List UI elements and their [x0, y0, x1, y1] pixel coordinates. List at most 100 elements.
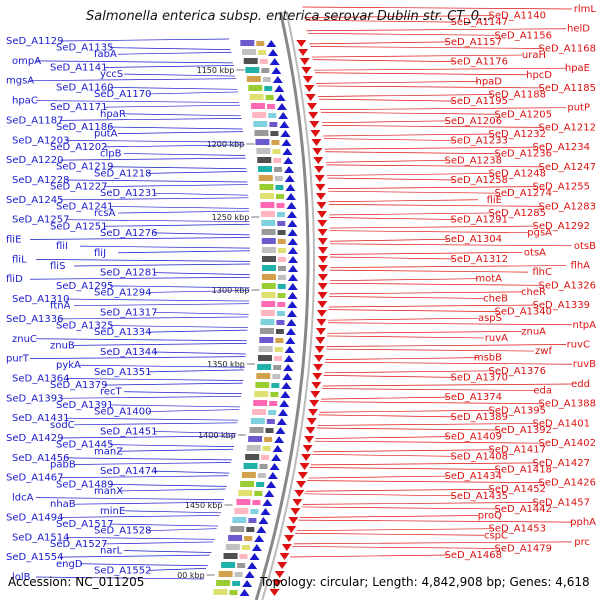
category-tile — [246, 76, 261, 82]
gene-leader-left — [65, 298, 250, 302]
gene-label-left: SeD_A1489 — [56, 479, 114, 490]
gene-leader-right — [307, 32, 499, 36]
gene-leader-left — [29, 78, 237, 82]
gene-leader-right — [295, 532, 485, 536]
category-tile — [250, 103, 265, 109]
reverse-gene-arrow — [279, 553, 290, 560]
forward-gene-arrow — [251, 544, 262, 551]
gene-label-right: SeD_A1434 — [445, 471, 503, 482]
reverse-gene-arrow — [277, 562, 288, 569]
category-tile — [245, 454, 260, 460]
forward-gene-arrow — [258, 517, 269, 524]
gene-label-left: SeD_A1228 — [12, 175, 70, 186]
gene-label-right: SeD_A1392 — [495, 425, 553, 436]
category-tile — [266, 419, 275, 424]
category-tile — [259, 193, 274, 199]
category-tile — [277, 230, 286, 235]
reverse-gene-arrow — [309, 121, 320, 128]
gene-leader-left — [153, 232, 250, 236]
gene-label-right: aspS — [478, 313, 502, 324]
forward-gene-arrow — [269, 463, 280, 470]
category-tile — [240, 40, 255, 46]
gene-leader-left — [79, 364, 245, 368]
gene-label-right: SeD_A1176 — [451, 57, 509, 68]
category-tile — [257, 157, 272, 163]
forward-gene-arrow — [274, 436, 285, 443]
gene-leader-right — [309, 41, 449, 45]
gene-label-right: eda — [533, 386, 552, 397]
category-tile — [273, 365, 282, 370]
reverse-gene-arrow — [306, 103, 317, 110]
gene-leader-right — [315, 72, 529, 76]
gene-leader-right — [322, 388, 535, 391]
gene-leader-left — [79, 245, 250, 249]
gene-leader-left — [65, 139, 244, 143]
forward-gene-arrow — [284, 166, 295, 173]
forward-gene-arrow — [275, 427, 286, 434]
gene-leader-right — [329, 296, 485, 299]
gene-label-left: SeD_A1186 — [56, 122, 114, 133]
forward-gene-arrow — [287, 229, 298, 236]
kbp-marker: 1350 kbp — [207, 360, 245, 369]
category-tile — [264, 437, 273, 442]
forward-gene-arrow — [287, 220, 298, 227]
category-tile — [250, 418, 265, 424]
gene-leader-left — [59, 38, 230, 42]
gene-leader-right — [312, 59, 455, 62]
gene-label-right: SeD_A1312 — [451, 254, 509, 265]
gene-leader-right — [327, 330, 523, 334]
gene-label-left: SeD_A1344 — [100, 347, 158, 358]
gene-leader-right — [323, 133, 493, 137]
category-tile — [216, 580, 231, 586]
gene-label-left: fliI — [56, 241, 68, 252]
reverse-gene-arrow — [315, 193, 326, 200]
gene-label-left: SeD_A1170 — [94, 89, 152, 100]
kbp-marker: 1400 kbp — [198, 431, 236, 440]
forward-gene-arrow — [249, 553, 260, 560]
gene-label-right: SeD_A1326 — [539, 280, 597, 291]
reverse-gene-arrow — [305, 94, 316, 101]
gene-label-left: SeD_A1129 — [6, 36, 64, 47]
category-tile — [268, 113, 277, 118]
category-tile — [273, 158, 282, 163]
category-tile — [270, 392, 279, 397]
gene-leader-left — [147, 568, 207, 571]
reverse-gene-arrow — [317, 292, 328, 299]
reverse-gene-arrow — [309, 400, 320, 407]
gene-leader-left — [65, 378, 244, 381]
gene-leader-right — [325, 151, 499, 155]
gene-leader-left — [147, 170, 247, 174]
category-tile — [276, 203, 285, 208]
gene-label-right: ruvA — [485, 333, 508, 344]
accession-label: Accession: NC_011205 — [8, 575, 145, 589]
category-tile — [213, 589, 228, 595]
gene-label-right: SeD_A1468 — [445, 550, 503, 561]
gene-label-left: ompA — [12, 56, 41, 67]
gene-leader-right — [316, 427, 499, 431]
reverse-gene-arrow — [296, 481, 307, 488]
gene-leader-left — [109, 325, 248, 328]
gene-label-right: SeD_A1156 — [495, 30, 553, 41]
forward-gene-arrow — [260, 508, 271, 515]
gene-leader-right — [305, 488, 493, 492]
reverse-gene-arrow — [281, 544, 292, 551]
gene-label-right: prc — [574, 537, 590, 548]
forward-gene-arrow — [285, 184, 296, 191]
forward-gene-arrow — [284, 346, 295, 353]
reverse-gene-arrow — [317, 265, 328, 272]
gene-label-left: SeD_A1391 — [56, 400, 114, 411]
reverse-gene-arrow — [299, 58, 310, 65]
forward-gene-arrow — [279, 121, 290, 128]
forward-gene-arrow — [266, 40, 277, 47]
reverse-gene-arrow — [302, 76, 313, 83]
gene-label-right: SeD_A1376 — [489, 366, 547, 377]
gene-label-right: SeD_A1418 — [495, 464, 553, 475]
gene-label-right: SeD_A1340 — [495, 307, 553, 318]
gene-leader-left — [73, 422, 238, 426]
gene-label-right: SeD_A1374 — [445, 392, 503, 403]
category-tile — [258, 50, 267, 55]
reverse-gene-arrow — [317, 238, 328, 245]
reverse-gene-arrow — [306, 418, 317, 425]
category-tile — [275, 185, 284, 190]
